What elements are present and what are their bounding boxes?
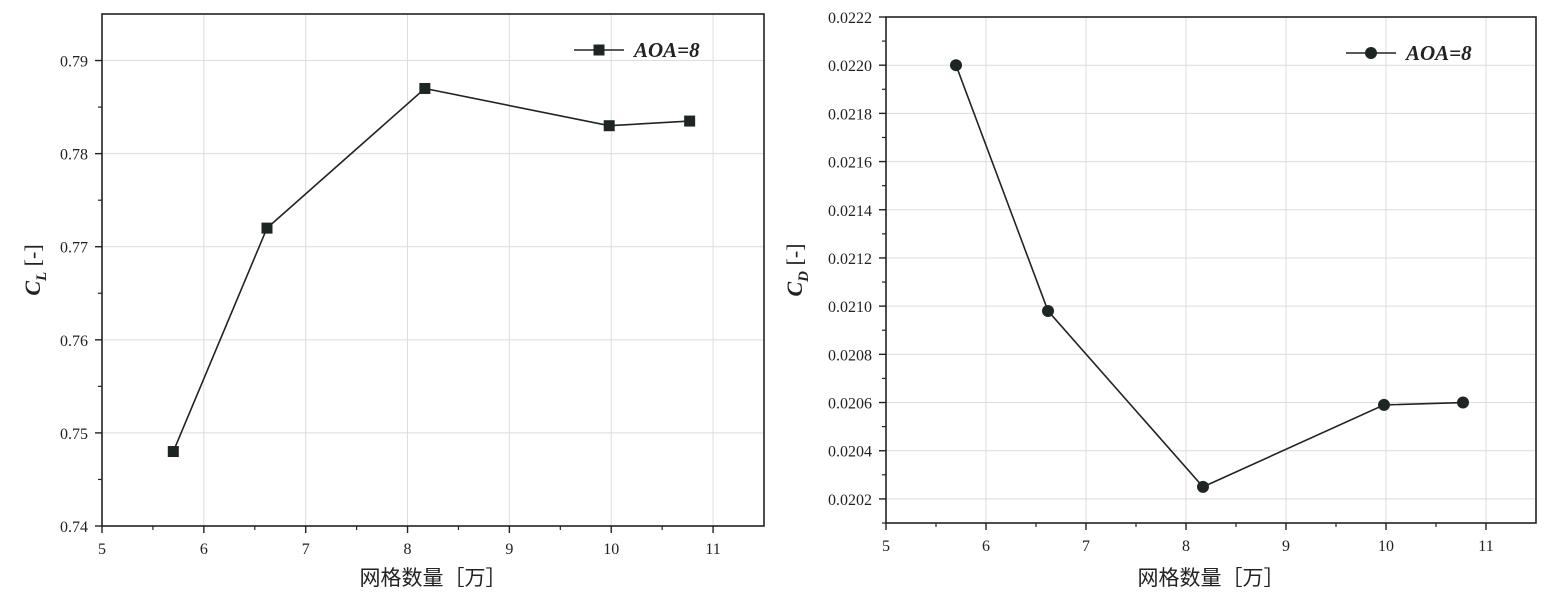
y-tick-label: 0.0214 [828, 203, 872, 220]
data-point [419, 82, 431, 94]
x-tick-label: 6 [982, 538, 990, 555]
data-point [1378, 398, 1390, 411]
y-axis-label: CL [-] [20, 244, 50, 295]
x-axis-label: 网格数量［万］ [1138, 566, 1285, 590]
y-axis-label-unit: [-] [20, 244, 45, 271]
y-tick-label: 0.0210 [828, 299, 872, 316]
series-line [955, 64, 1464, 488]
x-tick-label: 5 [882, 538, 890, 555]
drag-coefficient-chart: 5 6 7 8 9 10 11 0.0202 0.0204 0.0206 0.0208 0.0210 0… [782, 10, 1537, 590]
y-tick-label: 0.0202 [828, 492, 872, 509]
x-tick-label: 7 [302, 541, 310, 558]
y-tick-label: 0.0212 [828, 251, 872, 268]
x-tick-label: 8 [1182, 538, 1190, 555]
y-axis-label-symbol: C [782, 282, 807, 297]
data-point [261, 222, 273, 234]
x-tick-label: 9 [1282, 538, 1290, 555]
y-axis-label-subscript: D [796, 271, 812, 283]
plot-frame [101, 13, 765, 527]
legend-label: AOA=8 [1404, 41, 1472, 65]
y-tick-label: 0.0208 [828, 347, 872, 364]
y-tick-label: 0.0220 [828, 58, 872, 75]
data-point [684, 115, 696, 127]
x-tick-label: 5 [98, 541, 106, 558]
x-tick-label: 10 [1378, 538, 1394, 555]
data-point [1457, 396, 1469, 409]
y-tick-label: 0.0222 [828, 10, 872, 27]
gridlines [102, 14, 764, 526]
y-tick-label: 0.78 [60, 147, 88, 164]
x-axis-label: 网格数量［万］ [360, 566, 507, 590]
x-tick-label: 7 [1082, 538, 1090, 555]
x-tick-label: 10 [603, 541, 619, 558]
y-tick-label: 0.0204 [828, 444, 872, 461]
gridlines [886, 17, 1536, 523]
legend-marker [593, 44, 605, 56]
legend-marker [1365, 47, 1377, 59]
y-axis-label-symbol: C [20, 281, 45, 296]
y-tick-label: 0.76 [60, 333, 88, 350]
legend-label: AOA=8 [632, 38, 700, 62]
series-line [172, 87, 690, 452]
data-point [1042, 304, 1054, 317]
y-tick-label: 0.79 [60, 54, 88, 71]
y-tick-label: 0.74 [60, 519, 88, 536]
y-axis-label: CD [-] [782, 243, 812, 296]
x-tick-label: 9 [505, 541, 513, 558]
data-point [167, 446, 179, 458]
y-axis-label-subscript: L [34, 272, 50, 282]
y-tick-label: 0.0218 [828, 106, 872, 123]
data-point [603, 120, 615, 132]
x-tick-label: 11 [1478, 538, 1493, 555]
lift-coefficient-chart: 5 6 7 8 9 10 11 0.74 0.75 0.76 0.77 0.78 0.79 网格数量［万］… [20, 13, 765, 590]
y-tick-label: 0.0206 [828, 396, 872, 413]
y-axis-label-unit: [-] [782, 243, 807, 270]
y-tick-label: 0.0216 [828, 155, 872, 172]
plot-frame [885, 16, 1537, 524]
x-tick-label: 6 [200, 541, 208, 558]
y-tick-label: 0.77 [60, 240, 88, 257]
x-tick-label: 8 [404, 541, 412, 558]
x-tick-label: 11 [705, 541, 720, 558]
data-point [1197, 480, 1209, 493]
y-tick-label: 0.75 [60, 426, 88, 443]
data-point [950, 59, 962, 72]
